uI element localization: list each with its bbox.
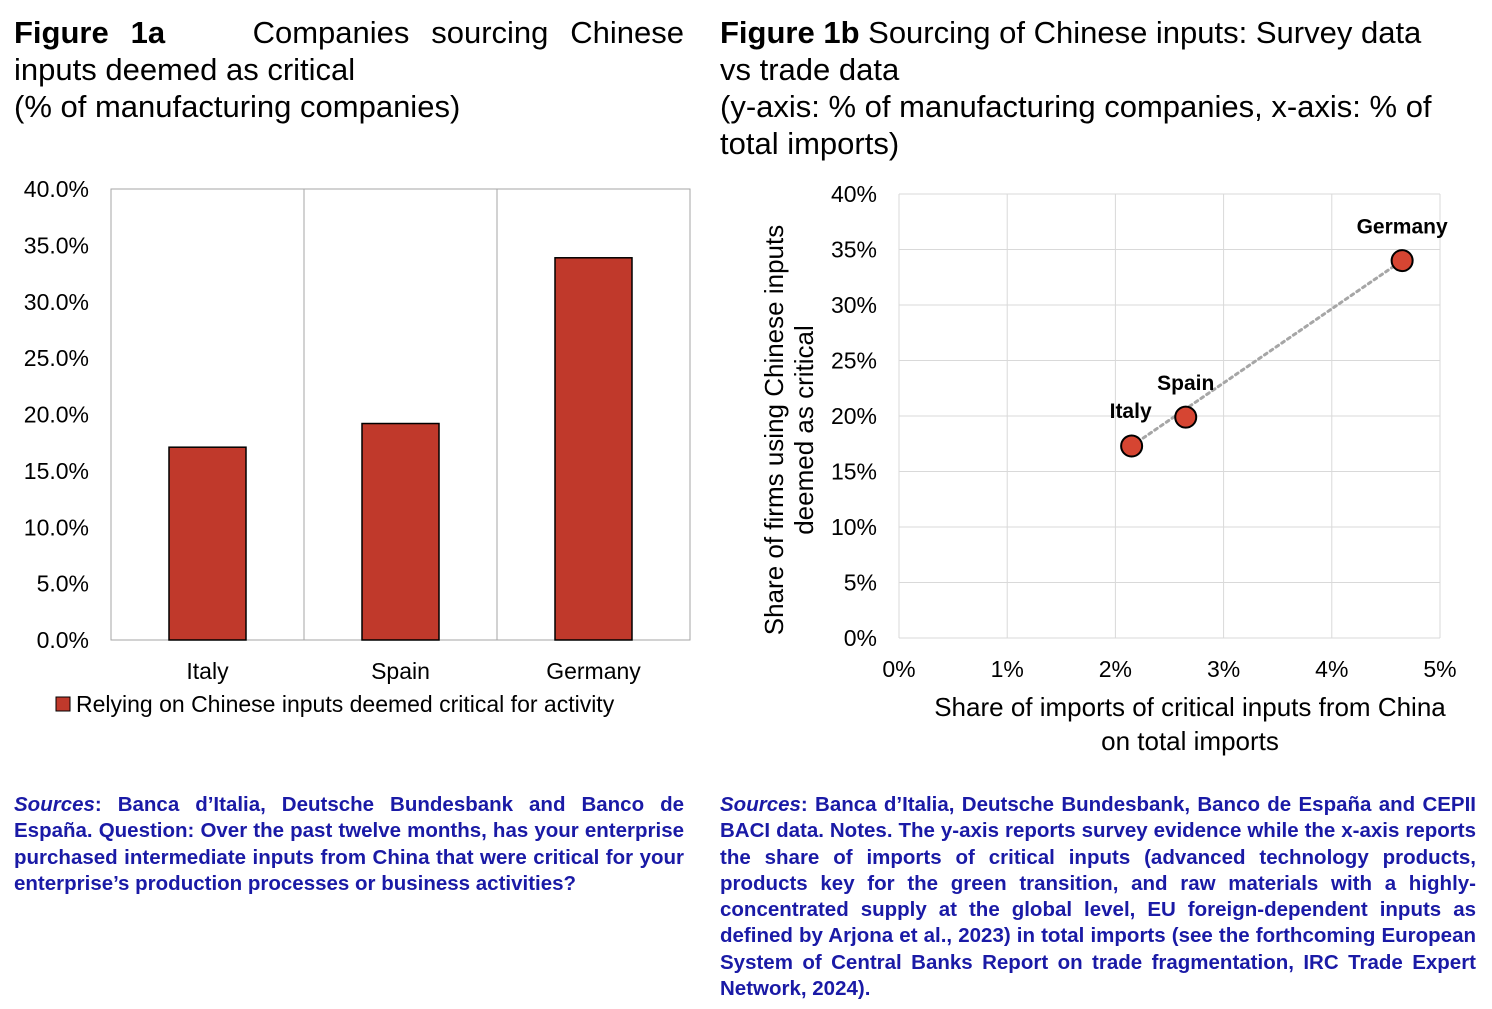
figure-1b-title: Figure 1b Sourcing of Chinese inputs: Su… <box>720 14 1476 162</box>
y-tick-label: 15.0% <box>24 458 89 484</box>
figure-1b-title-line-2: vs trade data <box>720 52 900 87</box>
y-tick-label: 20% <box>831 403 877 429</box>
y-tick-label: 40.0% <box>24 176 89 202</box>
figure-1a-title: Figure 1a Companies sourcing Chinese inp… <box>14 14 684 125</box>
figure-1a-source-label: Sources <box>14 793 95 816</box>
y-tick-label: 5% <box>844 570 877 596</box>
scatter-chart: 0% 1% 2% 3% 4% 5% 0% 5% 10% 15% 20% 25% 30% 35% 40% Ita… <box>759 181 1457 756</box>
legend-label: Relying on Chinese inputs deemed critica… <box>76 691 615 717</box>
y-axis-title-line-2: deemed as critical <box>789 325 819 535</box>
bar <box>554 257 633 641</box>
y-tick-label: 20.0% <box>24 402 89 428</box>
figure-1a-title-line-2: inputs deemed as critical <box>14 52 356 87</box>
y-tick-label: 35.0% <box>24 232 89 258</box>
y-tick-label: 30.0% <box>24 289 89 315</box>
y-tick-label: 15% <box>831 459 877 485</box>
y-tick-label: 5.0% <box>37 571 89 597</box>
figure-1b-title-line-3: (y-axis: % of manufacturing companies, x… <box>720 89 1432 124</box>
y-tick-label: 10% <box>831 514 877 540</box>
figure-1b-source-note: Sources: Banca d’Italia, Deutsche Bundes… <box>720 792 1476 1002</box>
y-axis-title-line-1: Share of firms using Chinese inputs <box>759 225 789 635</box>
x-axis-title-line-2: on total imports <box>1101 726 1279 756</box>
data-point <box>1174 405 1198 429</box>
x-tick-label: 2% <box>1099 656 1132 682</box>
x-tick-label: Italy <box>186 658 229 684</box>
figure-1a-title-line-1: Companies sourcing Chinese <box>252 15 685 50</box>
figure-1b-label: Figure 1b <box>720 15 860 50</box>
y-tick-label: 35% <box>831 237 877 263</box>
x-tick-label: 3% <box>1207 656 1240 682</box>
bar <box>361 422 440 641</box>
point-label: Spain <box>1157 372 1214 395</box>
y-tick-label: 0.0% <box>37 627 89 653</box>
figure-1a-source-text: : Banca d’Italia, Deutsche Bundesbank an… <box>14 793 684 895</box>
point-label: Italy <box>1110 400 1152 423</box>
y-tick-label: 10.0% <box>24 514 89 540</box>
point-label: Germany <box>1357 216 1448 239</box>
figure-1b-title-line-4: total imports) <box>720 126 900 161</box>
figure-1b-source-text: : Banca d’Italia, Deutsche Bundesbank, B… <box>720 793 1476 1001</box>
x-tick-label: 4% <box>1315 656 1348 682</box>
y-tick-label: 40% <box>831 181 877 207</box>
y-tick-label: 30% <box>831 292 877 318</box>
legend-swatch <box>55 696 71 712</box>
figure-1b-source-label: Sources <box>720 793 801 816</box>
figure-1b-title-line-1: Sourcing of Chinese inputs: Survey data <box>868 15 1422 50</box>
y-tick-label: 25% <box>831 348 877 374</box>
figure-1a-source-note: Sources: Banca d’Italia, Deutsche Bundes… <box>14 792 684 897</box>
x-tick-label: 5% <box>1423 656 1456 682</box>
x-tick-label: Spain <box>371 658 430 684</box>
x-tick-label: 1% <box>991 656 1024 682</box>
y-tick-label: 25.0% <box>24 345 89 371</box>
x-axis-title-line-1: Share of imports of critical inputs from… <box>934 692 1446 722</box>
figure-1a-label: Figure 1a <box>14 15 166 50</box>
figure-1a-title-line-3: (% of manufacturing companies) <box>14 89 461 124</box>
data-point <box>1120 434 1144 458</box>
x-tick-label: Germany <box>546 658 641 684</box>
data-point <box>1390 249 1414 273</box>
bar-chart: 0.0% 5.0% 10.0% 15.0% 20.0% 25.0% 30.0% 35.0% 40… <box>24 176 691 717</box>
bar <box>168 446 247 641</box>
x-tick-label: 0% <box>882 656 915 682</box>
trendline <box>1130 259 1404 448</box>
y-tick-label: 0% <box>844 625 877 651</box>
